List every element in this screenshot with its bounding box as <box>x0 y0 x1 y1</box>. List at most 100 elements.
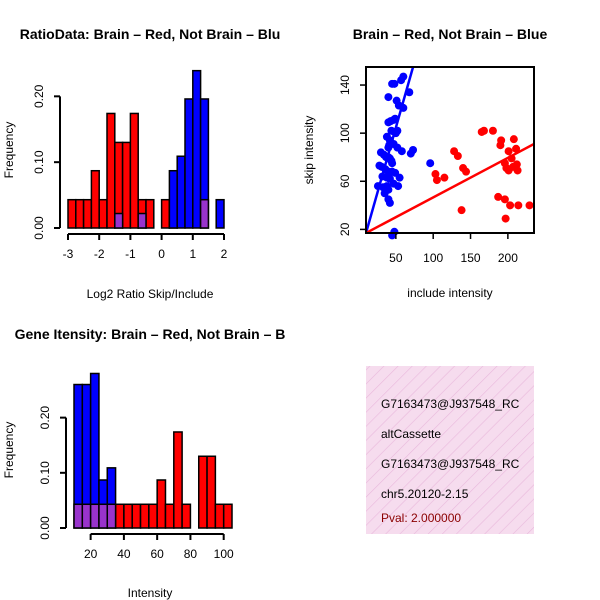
scatter-point-brain <box>496 141 505 150</box>
scatter-point-brain <box>488 126 497 135</box>
histogram-bar-brain <box>67 198 77 229</box>
histogram-bar-not-brain <box>176 155 186 229</box>
fit-line-brain <box>366 142 534 233</box>
ratio-histogram-ylabel: Frequency <box>2 122 16 179</box>
ratio-histogram-axes: -3 -2 -1 0 1 2 0.00 0.10 0.20 <box>32 84 227 261</box>
x-tick-label: -2 <box>94 247 105 261</box>
scatter-point-not-brain <box>399 72 408 81</box>
histogram-bar-overlap <box>114 212 124 229</box>
intensity-scatter-panel: Brain – Red, Not Brain – Blue 50 100 150 20… <box>302 26 547 300</box>
scatter-point-brain <box>507 154 516 163</box>
scatter-point-brain <box>514 201 523 210</box>
y-tick-label: 0.20 <box>38 406 52 430</box>
scatter-point-brain <box>462 167 471 176</box>
info-panel: G7163473@J937548_RC altCassette G7163473… <box>366 366 534 534</box>
scatter-point-not-brain <box>380 189 389 198</box>
ratio-histogram-xlabel: Log2 Ratio Skip/Include <box>87 287 214 301</box>
histogram-bar-brain <box>82 198 93 229</box>
scatter-axes: 50 100 150 200 20 60 100 140 <box>338 75 518 265</box>
histogram-bar-brain <box>164 503 175 529</box>
scatter-point-not-brain <box>385 198 394 207</box>
histogram-bar-overlap <box>98 503 109 529</box>
scatter-point-not-brain <box>393 126 402 135</box>
histogram-bar-brain <box>98 198 108 229</box>
ratio-histogram-panel: RatioData: Brain – Red, Not Brain – Blu … <box>2 26 280 301</box>
scatter-point-not-brain <box>397 147 406 156</box>
histogram-bar-brain <box>114 503 125 529</box>
scatter-point-not-brain <box>384 143 393 152</box>
intensity-histogram-panel: Gene Itensity: Brain – Red, Not Brain – … <box>2 326 285 600</box>
histogram-bar-not-brain <box>168 169 178 229</box>
histogram-bar-brain <box>160 198 171 229</box>
y-tick-label: 0.10 <box>38 461 52 485</box>
intensity-histogram-title: Gene Itensity: Brain – Red, Not Brain – … <box>15 326 286 342</box>
intensity-histogram-xlabel: Intensity <box>128 586 173 600</box>
x-tick-label: 60 <box>150 547 164 561</box>
histogram-bar-brain <box>206 455 217 529</box>
x-tick-label: 150 <box>461 251 481 265</box>
scatter-plot-frame <box>365 66 535 234</box>
scatter-point-brain <box>431 170 440 179</box>
histogram-bar-overlap <box>89 503 100 529</box>
scatter-point-not-brain <box>390 79 399 88</box>
scatter-point-not-brain <box>384 93 393 102</box>
scatter-point-not-brain <box>426 159 435 168</box>
y-tick-label: 0.20 <box>32 84 46 108</box>
x-tick-label: 0 <box>158 247 165 261</box>
histogram-bar-brain <box>123 503 133 529</box>
scatter-point-brain <box>504 147 513 156</box>
scatter-point-brain <box>453 152 462 161</box>
histogram-bar-brain <box>173 431 183 529</box>
scatter-point-brain <box>477 127 486 136</box>
scatter-xlabel: include intensity <box>407 286 492 300</box>
x-tick-label: 1 <box>189 247 196 261</box>
x-tick-label: 50 <box>389 251 403 265</box>
histogram-bar-brain <box>214 503 225 529</box>
scatter-point-not-brain <box>388 159 397 168</box>
histogram-bar-overlap <box>81 503 92 529</box>
x-tick-label: 100 <box>214 547 234 561</box>
histogram-bar-brain <box>181 503 192 529</box>
scatter-point-not-brain <box>405 88 414 97</box>
x-tick-label: 2 <box>221 247 228 261</box>
histogram-bar-not-brain <box>215 198 225 229</box>
histogram-bar-brain <box>75 198 85 229</box>
histogram-bar-overlap <box>106 503 117 529</box>
x-tick-label: 100 <box>423 251 443 265</box>
scatter-title: Brain – Red, Not Brain – Blue <box>353 26 548 42</box>
scatter-point-not-brain <box>386 117 395 126</box>
scatter-point-not-brain <box>390 227 399 236</box>
scatter-point-not-brain <box>399 103 408 112</box>
scatter-point-brain <box>501 214 510 223</box>
scatter-point-brain <box>506 201 515 210</box>
info-event-type: altCassette <box>381 427 441 441</box>
scatter-point-brain <box>440 173 449 182</box>
scatter-point-not-brain <box>406 149 415 158</box>
scatter-point-brain <box>432 176 441 185</box>
scatter-point-brain <box>525 201 534 210</box>
histogram-bar-overlap <box>199 198 210 229</box>
y-tick-label: 0.10 <box>32 150 46 174</box>
histogram-bar-not-brain <box>192 69 202 229</box>
intensity-histogram-ylabel: Frequency <box>2 422 16 479</box>
ratio-histogram-bars <box>67 69 225 229</box>
histogram-bar-brain <box>90 169 100 229</box>
scatter-point-brain <box>509 135 518 144</box>
info-location: chr5.20120-2.15 <box>381 487 469 501</box>
scatter-point-not-brain <box>379 183 388 192</box>
y-tick-label: 0.00 <box>38 516 52 540</box>
histogram-bar-brain <box>148 503 158 529</box>
intensity-histogram-axes: 20 40 60 80 100 0.00 0.10 0.20 <box>38 406 234 561</box>
y-tick-label: 60 <box>338 174 352 188</box>
info-probe-id: G7163473@J937548_RC <box>381 397 520 411</box>
histogram-bar-brain <box>156 479 167 529</box>
info-panel-background <box>366 366 534 534</box>
x-tick-label: 20 <box>84 547 98 561</box>
scatter-point-brain <box>494 192 503 201</box>
histogram-bar-brain <box>222 503 233 529</box>
histogram-bar-brain <box>129 112 139 229</box>
histogram-bar-brain <box>139 503 150 529</box>
scatter-points <box>373 72 534 240</box>
histogram-bar-brain <box>131 503 142 529</box>
